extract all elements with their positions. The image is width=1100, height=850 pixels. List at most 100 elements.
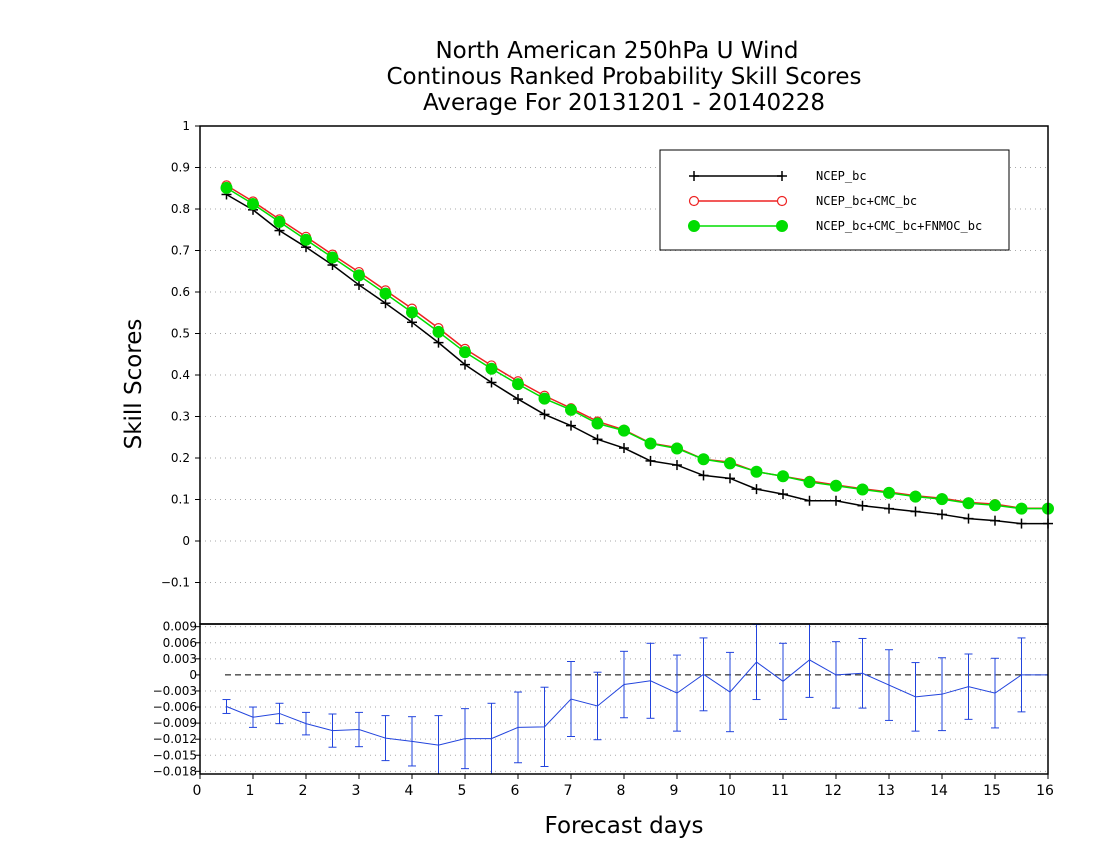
chart-title: North American 250hPa U Wind Continous R…: [386, 38, 861, 116]
difference-y-tick-label: −0.009: [153, 716, 197, 730]
series-point: [326, 251, 339, 264]
legend-marker: [776, 195, 788, 207]
difference-y-tick-label: 0.006: [163, 636, 197, 650]
main-y-tick-label: 0.9: [171, 161, 190, 175]
difference-y-tick-label: −0.012: [153, 732, 197, 746]
legend-item-1: NCEP_bc+CMC_bc: [688, 194, 917, 208]
x-tick-label: 15: [983, 783, 1001, 799]
series-point: [804, 495, 815, 506]
error-bar: [567, 661, 575, 737]
series-point: [380, 298, 391, 309]
series-point: [698, 470, 709, 481]
error-bar: [275, 702, 284, 725]
series-point: [512, 378, 524, 391]
error-bar: [673, 654, 681, 732]
error-bar: [885, 649, 893, 721]
series-point: [697, 453, 710, 466]
main-y-tick-label: 1: [182, 119, 190, 133]
series-point: [671, 442, 683, 455]
series-point: [300, 233, 312, 246]
series-point: [618, 424, 630, 437]
difference-y-tick-label: −0.018: [153, 764, 197, 778]
error-bar: [434, 715, 443, 774]
series-point: [538, 392, 551, 405]
difference-series: [222, 624, 1048, 775]
series-point: [432, 325, 445, 338]
series-point: [856, 483, 869, 496]
series-point: [407, 317, 417, 328]
series-point: [459, 346, 471, 359]
legend-label: NCEP_bc+CMC_bc+FNMOC_bc: [816, 219, 982, 233]
error-bar: [805, 624, 814, 698]
series-point: [247, 198, 259, 211]
series-point: [592, 434, 603, 445]
x-tick-label: 8: [617, 783, 626, 799]
x-tick-label: 1: [246, 783, 255, 799]
series-point: [830, 479, 842, 492]
legend-item-0: NCEP_bc: [689, 169, 867, 183]
main-y-tick-label: −0.1: [161, 576, 190, 590]
difference-gridlines: [200, 626, 1048, 772]
series-point: [883, 486, 895, 499]
series-point: [486, 377, 497, 388]
x-tick-label: 2: [299, 783, 308, 799]
error-bar: [302, 711, 310, 736]
series-point: [379, 287, 392, 300]
series-point: [566, 420, 576, 431]
error-bar: [699, 637, 708, 712]
difference-y-tick-label: 0.009: [163, 620, 197, 634]
error-bar: [593, 671, 602, 741]
legend: NCEP_bc NCEP_bc+CMC_bc NCEP_bc+CMC_bc+FNMO…: [659, 149, 1010, 251]
difference-y-tick-label: −0.003: [153, 684, 197, 698]
legend-label: NCEP_bc+CMC_bc: [816, 194, 917, 208]
error-bar: [355, 711, 363, 748]
x-tick-label: 0: [193, 783, 202, 799]
error-bar: [328, 713, 337, 748]
x-axis-ticks: 0 1 2 3 4 5 6 7 8 9 10 11 12 13 14 15 16: [193, 774, 1054, 799]
legend-item-2: NCEP_bc+CMC_bc+FNMOC_bc: [688, 219, 982, 233]
series-point: [884, 503, 894, 514]
error-bar: [938, 657, 946, 732]
series-point: [857, 500, 868, 511]
difference-series-group: [222, 624, 1048, 775]
error-bar: [646, 642, 655, 719]
x-tick-label: 7: [564, 783, 573, 799]
title-line-1: North American 250hPa U Wind: [435, 38, 798, 64]
error-bar: [911, 662, 920, 732]
main-y-ticks: −0.1 0 0.1 0.2 0.3 0.4 0.5 0.6 0.7 0.8 0.9 1: [161, 119, 200, 590]
series-point: [485, 362, 498, 375]
x-axis-label: Forecast days: [545, 813, 704, 839]
series-point: [990, 515, 1000, 526]
series-0: [221, 189, 1053, 529]
series-point: [539, 409, 550, 420]
difference-y-tick-label: 0.003: [163, 652, 197, 666]
series-point: [725, 473, 735, 484]
series-point: [910, 506, 921, 517]
series-point: [963, 513, 974, 524]
series-point: [406, 306, 418, 319]
series-point: [645, 455, 656, 466]
series-point: [273, 215, 286, 228]
error-bar: [1017, 637, 1026, 713]
series-point: [777, 470, 789, 483]
series-point: [937, 509, 947, 520]
series-point: [619, 443, 629, 454]
x-tick-label: 4: [405, 783, 414, 799]
main-y-tick-label: 0.8: [171, 202, 190, 216]
legend-marker: [776, 220, 788, 232]
main-plot-panel: −0.1 0 0.1 0.2 0.3 0.4 0.5 0.6 0.7 0.8 0.9 1: [161, 119, 1054, 625]
main-y-tick-label: 0.3: [171, 410, 190, 424]
error-bar: [620, 650, 628, 719]
x-tick-label: 5: [458, 783, 467, 799]
error-bar: [832, 641, 840, 709]
main-y-tick-label: 0.7: [171, 244, 190, 258]
series-point: [1016, 518, 1027, 529]
legend-marker: [689, 171, 699, 181]
difference-y-ticks: −0.018 −0.015 −0.012 −0.009 −0.006 −0.003 0 0.0…: [153, 620, 200, 778]
main-y-tick-label: 0.4: [171, 368, 190, 382]
series-point: [750, 465, 763, 478]
x-tick-label: 14: [930, 783, 948, 799]
legend-box: [659, 149, 1010, 251]
